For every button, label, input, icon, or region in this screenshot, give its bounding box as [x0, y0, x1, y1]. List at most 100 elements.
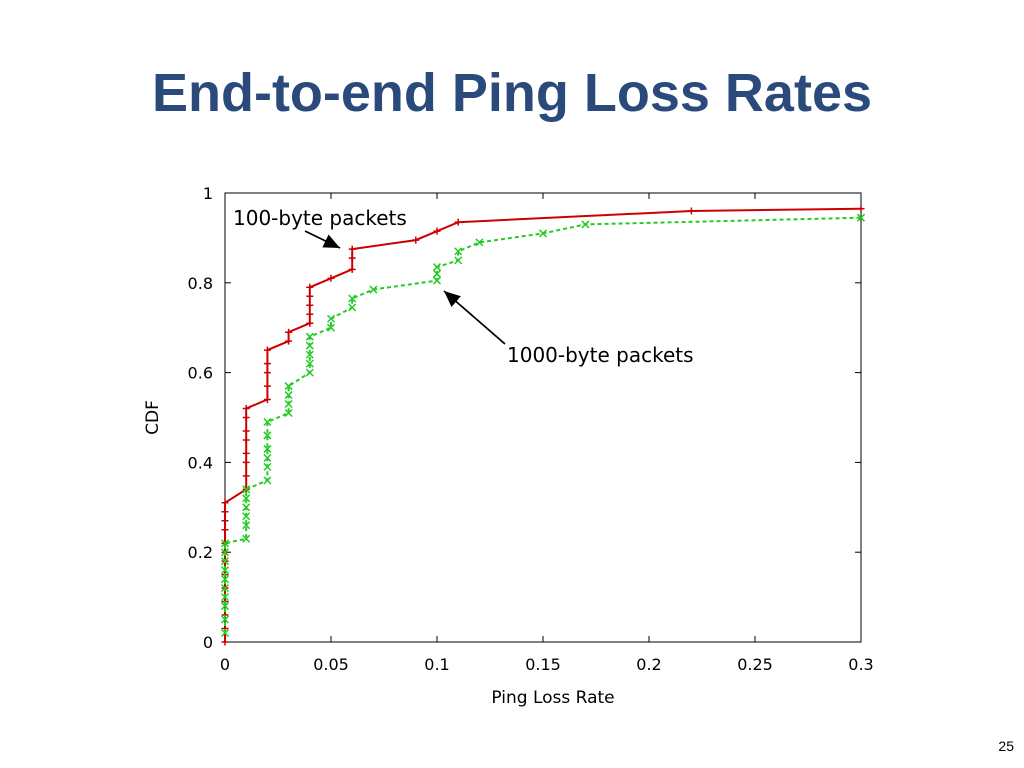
series-line-1000-byte [220, 213, 866, 638]
data-point [581, 220, 590, 229]
x-axis-label: Ping Loss Rate [491, 688, 614, 708]
x-tick-label: 0.1 [424, 655, 449, 674]
data-point [454, 218, 462, 226]
y-tick-label: 0.6 [188, 364, 213, 383]
data-point [263, 382, 271, 390]
data-point [220, 575, 230, 584]
annotation-label: 100-byte packets [233, 206, 407, 230]
data-point [220, 539, 230, 548]
y-tick-label: 1 [203, 184, 213, 203]
data-point [220, 615, 230, 624]
data-point [687, 207, 695, 215]
data-point [242, 405, 250, 413]
annotation-arrow [443, 290, 506, 345]
data-point [242, 512, 251, 521]
x-tick-label: 0.25 [737, 655, 773, 674]
data-point [263, 476, 272, 485]
data-point [348, 265, 356, 273]
data-point [284, 399, 293, 409]
data-point [242, 494, 251, 503]
series-line [224, 207, 862, 642]
slide-number: 25 [998, 738, 1014, 754]
data-point [263, 369, 271, 377]
slide-title: End-to-end Ping Loss Rates [151, 63, 873, 123]
data-point [454, 256, 463, 265]
data-point [242, 436, 250, 444]
data-point [538, 229, 548, 238]
x-tick-label: 0.2 [636, 655, 661, 674]
data-point [220, 628, 230, 638]
data-point [221, 517, 229, 525]
data-point [306, 310, 314, 318]
data-point [220, 557, 230, 566]
data-point [284, 391, 293, 400]
data-point [327, 274, 335, 282]
data-point [284, 408, 293, 418]
y-tick-label: 0.8 [188, 274, 213, 293]
data-point [369, 285, 378, 294]
data-point [306, 301, 314, 309]
data-point [221, 526, 229, 534]
data-point [242, 485, 251, 494]
data-point [242, 449, 250, 457]
data-point [305, 359, 314, 368]
data-point [242, 458, 250, 466]
data-point [857, 205, 865, 213]
data-point [348, 303, 357, 312]
data-point [433, 227, 441, 235]
data-point [285, 337, 293, 345]
data-point [242, 472, 250, 480]
data-point [263, 462, 272, 471]
data-point [263, 417, 272, 427]
data-point [263, 453, 272, 462]
data-point [348, 245, 356, 253]
series-line-100-byte [221, 205, 865, 646]
data-point [432, 269, 442, 278]
x-tick-label: 0.15 [525, 655, 561, 674]
data-point [306, 292, 314, 300]
data-point [263, 444, 272, 453]
y-tick-label: 0.2 [188, 543, 213, 562]
data-point [305, 368, 314, 377]
data-point [348, 294, 357, 303]
data-point [242, 503, 251, 512]
data-point [475, 238, 484, 247]
data-point [263, 396, 271, 404]
data-point [242, 414, 250, 421]
data-point [221, 508, 229, 516]
data-point [242, 534, 251, 543]
data-point [306, 283, 314, 291]
x-tick-label: 0.05 [313, 655, 349, 674]
data-point [432, 263, 442, 272]
data-point [220, 602, 230, 611]
data-point [348, 254, 356, 262]
x-tick-label: 0.3 [848, 655, 873, 674]
data-point [326, 314, 336, 323]
data-point [242, 521, 251, 530]
data-point [263, 431, 272, 440]
data-point [263, 360, 271, 368]
plot-frame [224, 192, 862, 643]
data-point [284, 382, 293, 391]
data-point [432, 276, 442, 285]
y-axis-label: CDF [143, 400, 163, 435]
data-point [305, 350, 314, 359]
data-point [305, 332, 314, 341]
x-tick-label: 0 [220, 655, 230, 674]
data-point [221, 499, 229, 507]
data-point [220, 548, 230, 557]
data-point [326, 323, 336, 332]
data-point [856, 213, 866, 222]
data-point [305, 341, 314, 350]
data-point [220, 566, 230, 575]
data-point [220, 593, 230, 602]
data-point [285, 328, 293, 336]
data-point [412, 236, 420, 244]
data-point [220, 584, 230, 593]
y-tick-label: 0 [203, 633, 213, 652]
data-point [306, 319, 314, 327]
series-line [224, 216, 862, 633]
y-tick-label: 0.4 [188, 453, 213, 472]
data-point [221, 638, 229, 646]
data-point [263, 346, 271, 354]
